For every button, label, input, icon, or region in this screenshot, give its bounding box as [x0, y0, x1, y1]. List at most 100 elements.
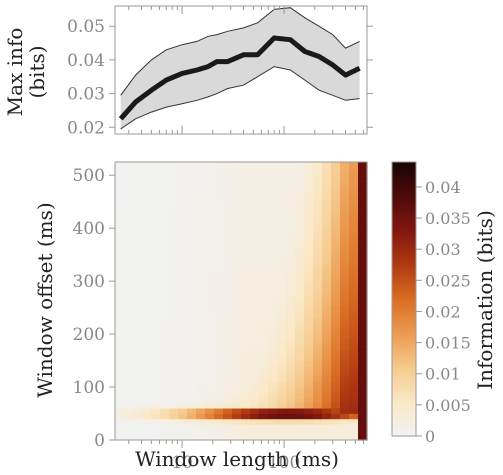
heatmap-cell: [151, 188, 161, 195]
heatmap-cell: [349, 183, 359, 190]
heatmap-cell: [340, 407, 350, 414]
heatmap-cell: [214, 317, 224, 323]
heatmap-cell: [124, 162, 134, 168]
heatmap-cell: [250, 268, 260, 275]
heatmap-cell: [187, 423, 197, 430]
heatmap-cell: [187, 397, 197, 404]
heatmap-cell: [295, 349, 305, 356]
heatmap-cell: [205, 402, 215, 409]
heatmap-cell: [124, 194, 134, 201]
heatmap-cell: [313, 418, 323, 425]
heatmap-cell: [160, 434, 170, 441]
heatmap-cell: [205, 178, 215, 184]
heatmap-cell: [160, 418, 170, 425]
heatmap-cell: [160, 306, 170, 313]
heatmap-cell: [358, 391, 368, 398]
heatmap-cell: [241, 327, 251, 334]
heatmap-cell: [322, 407, 332, 414]
heatmap-cell: [124, 354, 134, 361]
heatmap-cell: [178, 263, 188, 270]
heatmap-cell: [349, 194, 359, 201]
heatmap-cell: [349, 322, 359, 329]
heatmap-cell: [241, 279, 251, 286]
heatmap-cell: [331, 274, 341, 281]
heatmap-cell: [178, 381, 188, 388]
heatmap-cell: [313, 274, 323, 281]
heatmap-cell: [259, 290, 269, 297]
heatmap-cell: [187, 220, 197, 227]
heatmap-cell: [331, 397, 341, 404]
heatmap-cell: [151, 343, 161, 350]
heatmap-cell: [133, 402, 143, 409]
heatmap-cell: [268, 247, 278, 254]
heatmap-cell: [205, 354, 215, 361]
heatmap-cell: [331, 381, 341, 388]
heatmap-cell: [169, 284, 179, 291]
heatmap-cell: [277, 370, 287, 377]
heatmap-cell: [340, 194, 350, 201]
heatmap-cell: [205, 397, 215, 404]
heatmap-cell: [340, 167, 350, 174]
heatmap-cell: [178, 423, 188, 430]
heatmap-cell: [250, 349, 260, 356]
heatmap-cell: [187, 322, 197, 329]
heatmap-cell: [277, 274, 287, 281]
heatmap-cell: [115, 333, 125, 340]
heatmap-cell: [322, 434, 332, 441]
heatmap-cell: [142, 370, 152, 377]
heatmap-cell: [151, 268, 161, 275]
heatmap-cell: [223, 375, 233, 382]
heatmap-cell: [304, 242, 314, 249]
heatmap-cell: [115, 434, 125, 441]
heatmap-cell: [205, 284, 215, 291]
heatmap-cell: [160, 407, 170, 414]
heatmap-cell: [286, 247, 296, 254]
heatmap-cell: [160, 295, 170, 302]
heatmap-cell: [133, 317, 143, 323]
heatmap-cell: [124, 434, 134, 441]
heatmap-cell: [304, 327, 314, 334]
heatmap-x-tick-label: 10: [171, 453, 193, 473]
heatmap-cell: [187, 199, 197, 206]
heatmap-cell: [196, 423, 206, 430]
heatmap-cell: [358, 183, 368, 190]
heatmap-cell: [241, 391, 251, 398]
heatmap-cell: [169, 359, 179, 366]
heatmap-cell: [115, 418, 125, 425]
heatmap-cell: [340, 215, 350, 222]
heatmap-cell: [178, 434, 188, 441]
heatmap-cell: [349, 167, 359, 174]
heatmap-cell: [223, 274, 233, 281]
heatmap-cell: [295, 236, 305, 243]
heatmap-cell: [196, 381, 206, 388]
heatmap-cell: [187, 167, 197, 174]
heatmap-cell: [223, 167, 233, 174]
heatmap-cell: [259, 317, 269, 323]
heatmap-cell: [259, 386, 269, 393]
heatmap-cell: [232, 391, 242, 398]
heatmap-cell: [142, 375, 152, 382]
heatmap-cell: [340, 247, 350, 254]
heatmap-cell: [223, 349, 233, 356]
heatmap-cell: [169, 188, 179, 195]
heatmap-cell: [277, 183, 287, 190]
heatmap-cell: [304, 423, 314, 430]
heatmap-cell: [115, 349, 125, 356]
heatmap-cell: [205, 167, 215, 174]
heatmap-cell: [214, 322, 224, 329]
heatmap-cell: [277, 188, 287, 195]
heatmap-cell: [187, 231, 197, 238]
heatmap-cell: [205, 434, 215, 441]
heatmap-cell: [250, 338, 260, 345]
heatmap-cell: [259, 274, 269, 281]
heatmap-cell: [151, 349, 161, 356]
heatmap-cell: [196, 210, 206, 217]
heatmap-cell: [169, 402, 179, 409]
heatmap-cell: [241, 172, 251, 179]
heatmap-cell: [241, 338, 251, 345]
heatmap-cell: [160, 284, 170, 291]
heatmap-cell: [187, 183, 197, 190]
heatmap-cell: [169, 295, 179, 302]
heatmap-cell: [133, 178, 143, 184]
heatmap-cell: [223, 162, 233, 168]
